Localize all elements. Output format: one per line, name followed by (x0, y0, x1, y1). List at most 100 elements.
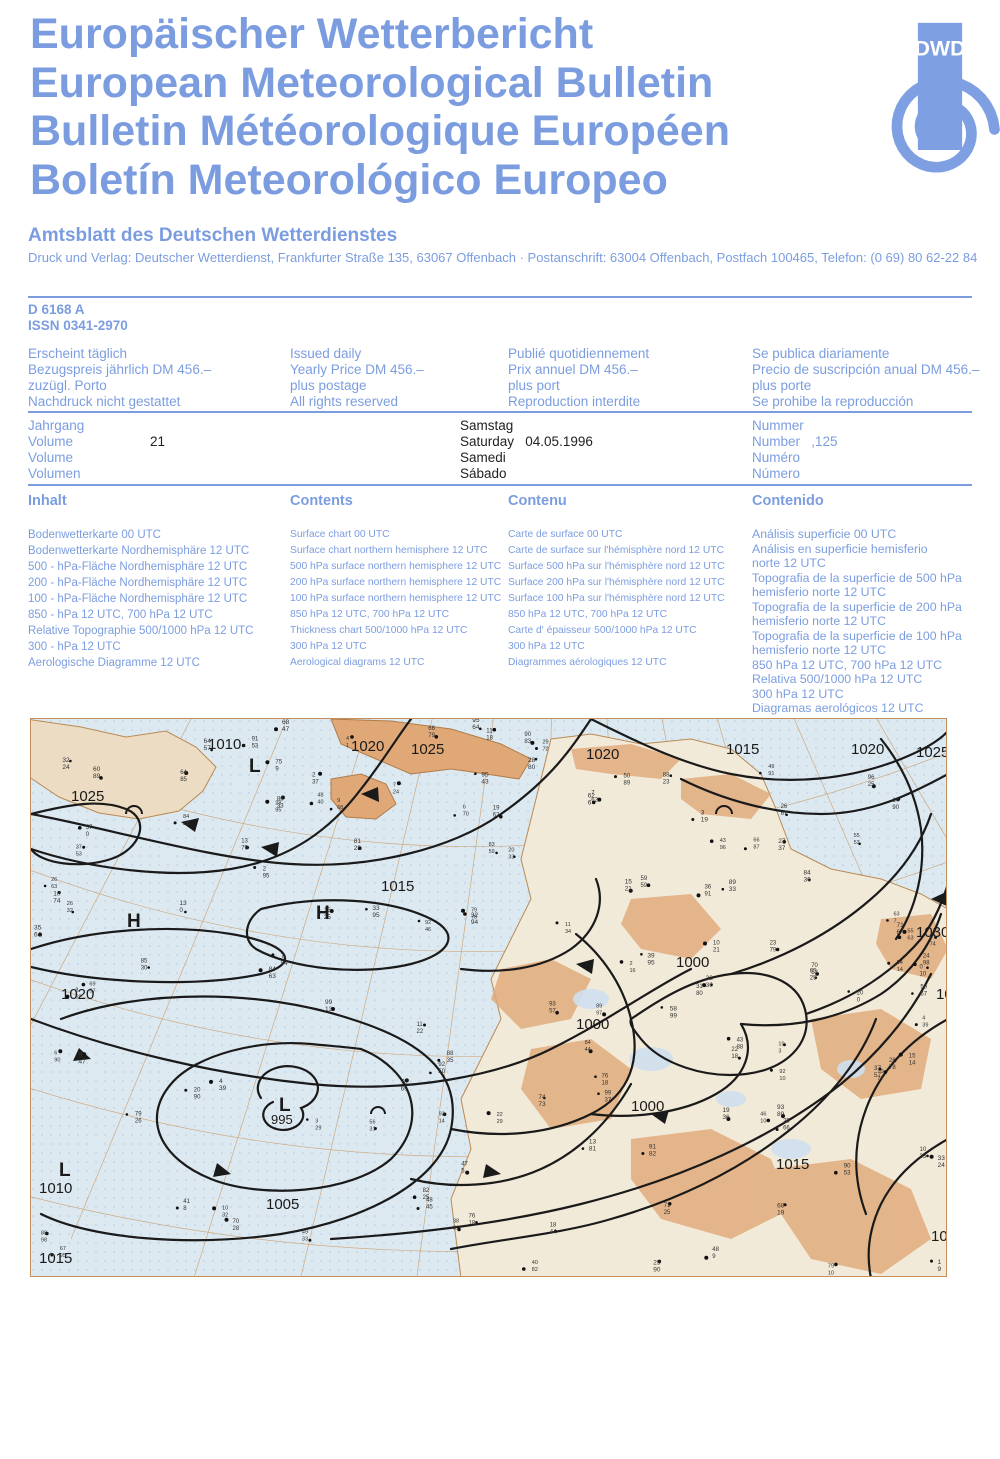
svg-text:18: 18 (731, 1054, 738, 1060)
svg-text:33: 33 (729, 886, 737, 893)
svg-text:25: 25 (810, 976, 817, 982)
svg-text:0: 0 (179, 907, 183, 914)
svg-text:84: 84 (183, 814, 189, 820)
svg-text:82: 82 (649, 1151, 657, 1158)
svg-text:18: 18 (469, 1220, 476, 1226)
svg-text:53: 53 (76, 851, 82, 857)
svg-text:1015: 1015 (726, 741, 759, 758)
svg-text:31: 31 (453, 1225, 459, 1231)
svg-text:93: 93 (777, 1104, 785, 1111)
svg-text:83: 83 (489, 842, 495, 848)
svg-text:40: 40 (317, 800, 323, 806)
svg-text:50: 50 (438, 1069, 445, 1075)
svg-text:24: 24 (62, 764, 70, 771)
svg-text:43: 43 (481, 779, 489, 786)
svg-text:33: 33 (372, 905, 380, 912)
svg-text:72: 72 (543, 747, 549, 753)
svg-text:16: 16 (630, 968, 636, 974)
svg-text:46: 46 (425, 927, 431, 933)
svg-text:32: 32 (67, 908, 73, 914)
svg-text:33: 33 (277, 804, 284, 810)
svg-text:39: 39 (922, 1023, 928, 1029)
svg-text:18: 18 (602, 1081, 609, 1087)
svg-text:89: 89 (93, 773, 101, 780)
svg-text:20: 20 (857, 991, 864, 997)
svg-text:19: 19 (777, 1210, 785, 1217)
svg-text:75: 75 (275, 759, 282, 765)
svg-text:94: 94 (471, 919, 479, 926)
svg-text:13: 13 (179, 900, 187, 907)
svg-text:59: 59 (641, 876, 648, 882)
svg-text:33: 33 (706, 975, 714, 982)
svg-text:74: 74 (53, 898, 61, 905)
svg-text:26: 26 (135, 1118, 142, 1124)
svg-text:36: 36 (705, 884, 712, 890)
svg-text:10: 10 (920, 972, 927, 978)
svg-text:57: 57 (874, 1072, 882, 1079)
svg-text:54: 54 (897, 960, 903, 966)
svg-text:6: 6 (897, 929, 901, 936)
svg-text:83: 83 (524, 739, 531, 745)
svg-text:24: 24 (923, 953, 930, 959)
svg-text:79: 79 (770, 948, 777, 954)
svg-text:47: 47 (79, 1059, 87, 1066)
svg-text:26: 26 (889, 1058, 896, 1064)
svg-text:89: 89 (777, 1111, 785, 1118)
svg-text:84: 84 (804, 870, 812, 877)
svg-text:9: 9 (337, 798, 340, 804)
svg-text:21: 21 (713, 948, 720, 954)
svg-text:29: 29 (543, 740, 549, 746)
svg-text:1025: 1025 (411, 741, 444, 758)
svg-text:96: 96 (868, 775, 875, 781)
svg-text:24: 24 (393, 789, 399, 795)
svg-text:99: 99 (605, 1091, 612, 1097)
svg-text:1015: 1015 (381, 878, 414, 895)
svg-text:41: 41 (183, 1199, 190, 1205)
svg-text:25: 25 (423, 1195, 430, 1201)
svg-text:DWD: DWD (914, 37, 965, 61)
svg-text:14: 14 (897, 967, 903, 973)
svg-text:92: 92 (779, 1069, 785, 1075)
svg-text:88: 88 (447, 1051, 454, 1057)
svg-text:82: 82 (423, 1188, 430, 1194)
svg-text:45: 45 (426, 1205, 433, 1211)
svg-text:H: H (127, 911, 141, 932)
svg-text:43: 43 (737, 1038, 744, 1044)
svg-text:19: 19 (493, 806, 500, 812)
svg-text:66: 66 (753, 838, 759, 844)
svg-text:4: 4 (346, 736, 349, 742)
svg-text:33: 33 (938, 1155, 946, 1162)
svg-text:92: 92 (438, 1062, 445, 1068)
svg-text:1010: 1010 (208, 736, 241, 753)
svg-text:4: 4 (219, 1078, 223, 1085)
svg-text:48: 48 (317, 793, 323, 799)
svg-text:L: L (249, 756, 261, 777)
svg-text:63: 63 (907, 935, 913, 941)
svg-text:69: 69 (401, 1086, 408, 1092)
svg-text:1: 1 (346, 743, 349, 749)
svg-text:31: 31 (696, 984, 703, 990)
svg-text:49: 49 (768, 764, 774, 770)
svg-text:25: 25 (783, 1119, 790, 1125)
svg-text:37: 37 (874, 1065, 882, 1072)
svg-text:14: 14 (892, 798, 899, 804)
svg-text:1020: 1020 (586, 746, 619, 763)
svg-text:1025: 1025 (71, 788, 104, 805)
svg-text:58: 58 (670, 1005, 678, 1012)
svg-text:57: 57 (549, 1009, 556, 1015)
svg-text:91: 91 (252, 737, 259, 743)
svg-text:33: 33 (508, 855, 514, 861)
svg-text:28: 28 (354, 845, 362, 852)
svg-text:53: 53 (844, 1171, 851, 1177)
svg-text:28: 28 (528, 757, 536, 764)
svg-text:32: 32 (222, 1212, 228, 1218)
svg-text:90: 90 (844, 1164, 851, 1170)
svg-text:20: 20 (508, 848, 514, 854)
svg-text:9: 9 (938, 1266, 942, 1273)
svg-text:10: 10 (53, 891, 61, 898)
svg-text:48: 48 (712, 1247, 719, 1253)
svg-text:39: 39 (647, 952, 655, 959)
svg-text:3: 3 (701, 810, 705, 817)
svg-text:80: 80 (528, 764, 536, 771)
svg-text:76: 76 (469, 1213, 476, 1219)
